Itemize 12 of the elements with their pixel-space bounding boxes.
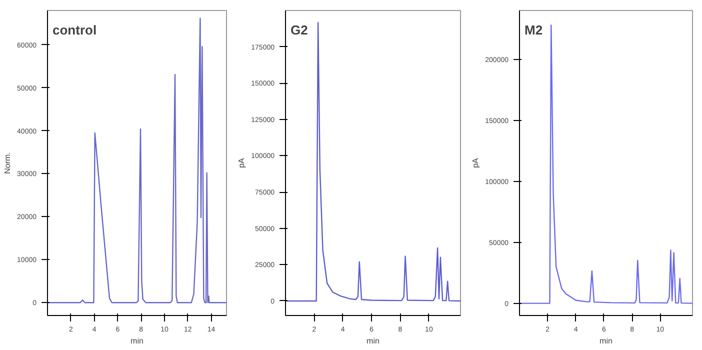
line-series (520, 24, 692, 304)
x-axis-title: min (130, 336, 144, 346)
y-axis-title: Norm. (3, 152, 12, 174)
text: G2 (290, 22, 308, 38)
text: M2 (524, 22, 543, 38)
x-axis-title: min (366, 336, 380, 346)
y-axis-title: pA (237, 157, 246, 168)
line-series (286, 22, 460, 302)
y-axis-title: pA (471, 157, 480, 168)
line-series (48, 18, 226, 304)
text: control (52, 22, 97, 38)
x-axis-title: min (600, 336, 612, 346)
